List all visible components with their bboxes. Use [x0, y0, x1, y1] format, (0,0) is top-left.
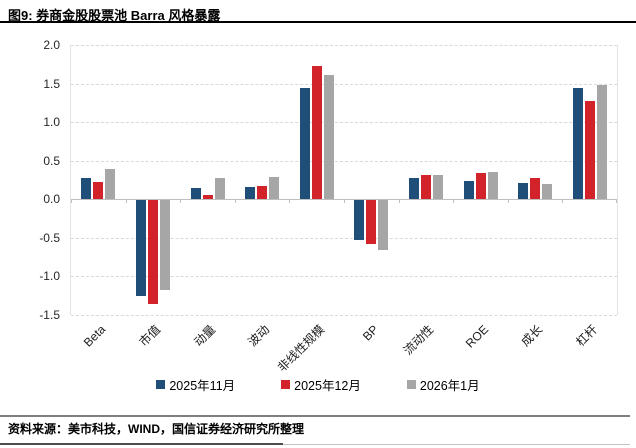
bar	[584, 101, 595, 200]
bar	[596, 85, 607, 200]
axis-tick	[344, 199, 345, 204]
bar	[542, 183, 553, 200]
source-note: 资料来源：美市科技，WIND，国信证券经济研究所整理	[8, 422, 304, 436]
axis-tick	[398, 199, 400, 204]
bar-chart-plot-area	[70, 45, 618, 316]
bar	[475, 173, 486, 200]
legend-label: 2025年11月	[169, 379, 236, 393]
axis-tick	[289, 199, 291, 204]
axis-tick	[453, 199, 455, 204]
legend-item: 2025年11月	[156, 375, 235, 394]
bar	[354, 200, 365, 241]
legend-label: 2025年12月	[294, 379, 361, 393]
y-tick-label: 0.0	[43, 192, 60, 207]
bar	[323, 75, 334, 200]
bar	[159, 200, 170, 290]
bar	[245, 186, 256, 200]
y-tick-label: -0.5	[39, 230, 60, 245]
y-tick-label: 2.0	[43, 38, 60, 52]
bar	[135, 200, 146, 296]
chart-legend: 2025年11月 2025年12月 2026年1月	[0, 375, 636, 394]
legend-swatch	[406, 380, 416, 389]
legend-label: 2026年1月	[419, 379, 480, 393]
gridline	[71, 160, 617, 162]
bar	[202, 194, 213, 200]
axis-tick	[125, 199, 127, 204]
y-tick-label: -1.5	[39, 308, 60, 322]
gridline	[71, 122, 617, 124]
bar	[311, 65, 322, 200]
bar	[257, 186, 268, 200]
gridline	[71, 315, 617, 316]
bar	[366, 200, 377, 245]
bar	[81, 178, 92, 200]
y-tick-label: -1.0	[39, 269, 60, 284]
bar	[147, 200, 158, 304]
gridline	[71, 45, 617, 46]
bar	[518, 183, 529, 200]
legend-swatch	[156, 380, 166, 389]
bar	[105, 169, 116, 200]
bottom-divider-light	[283, 444, 630, 445]
bar	[93, 182, 104, 200]
figure-title: 图9: 券商金股股票池 Barra 风格暴露	[8, 8, 221, 23]
bar	[463, 180, 474, 200]
title-divider	[0, 21, 636, 23]
bar	[530, 178, 541, 200]
gridline	[71, 276, 617, 278]
axis-tick	[616, 199, 617, 204]
gridline	[71, 83, 617, 85]
footer-divider	[0, 415, 630, 417]
bar	[408, 177, 419, 200]
y-tick-label: 1.0	[43, 115, 60, 130]
axis-tick	[71, 199, 72, 204]
bar	[420, 175, 431, 200]
y-tick-label: 0.5	[43, 153, 60, 168]
bar	[572, 88, 583, 200]
gridline	[71, 237, 617, 239]
axis-tick	[507, 199, 509, 204]
axis-tick	[234, 199, 236, 204]
axis-tick	[562, 199, 564, 204]
bar	[299, 88, 310, 200]
bar	[214, 177, 225, 200]
legend-item: 2026年1月	[406, 375, 480, 394]
bar	[487, 172, 498, 200]
bar	[190, 188, 201, 200]
bottom-divider-dark	[0, 443, 283, 445]
bar	[378, 200, 389, 250]
legend-swatch	[281, 380, 291, 389]
axis-tick	[180, 199, 182, 204]
bar	[432, 175, 443, 200]
y-tick-label: 1.5	[43, 76, 60, 91]
bar	[269, 176, 280, 200]
legend-item: 2025年12月	[281, 375, 361, 394]
